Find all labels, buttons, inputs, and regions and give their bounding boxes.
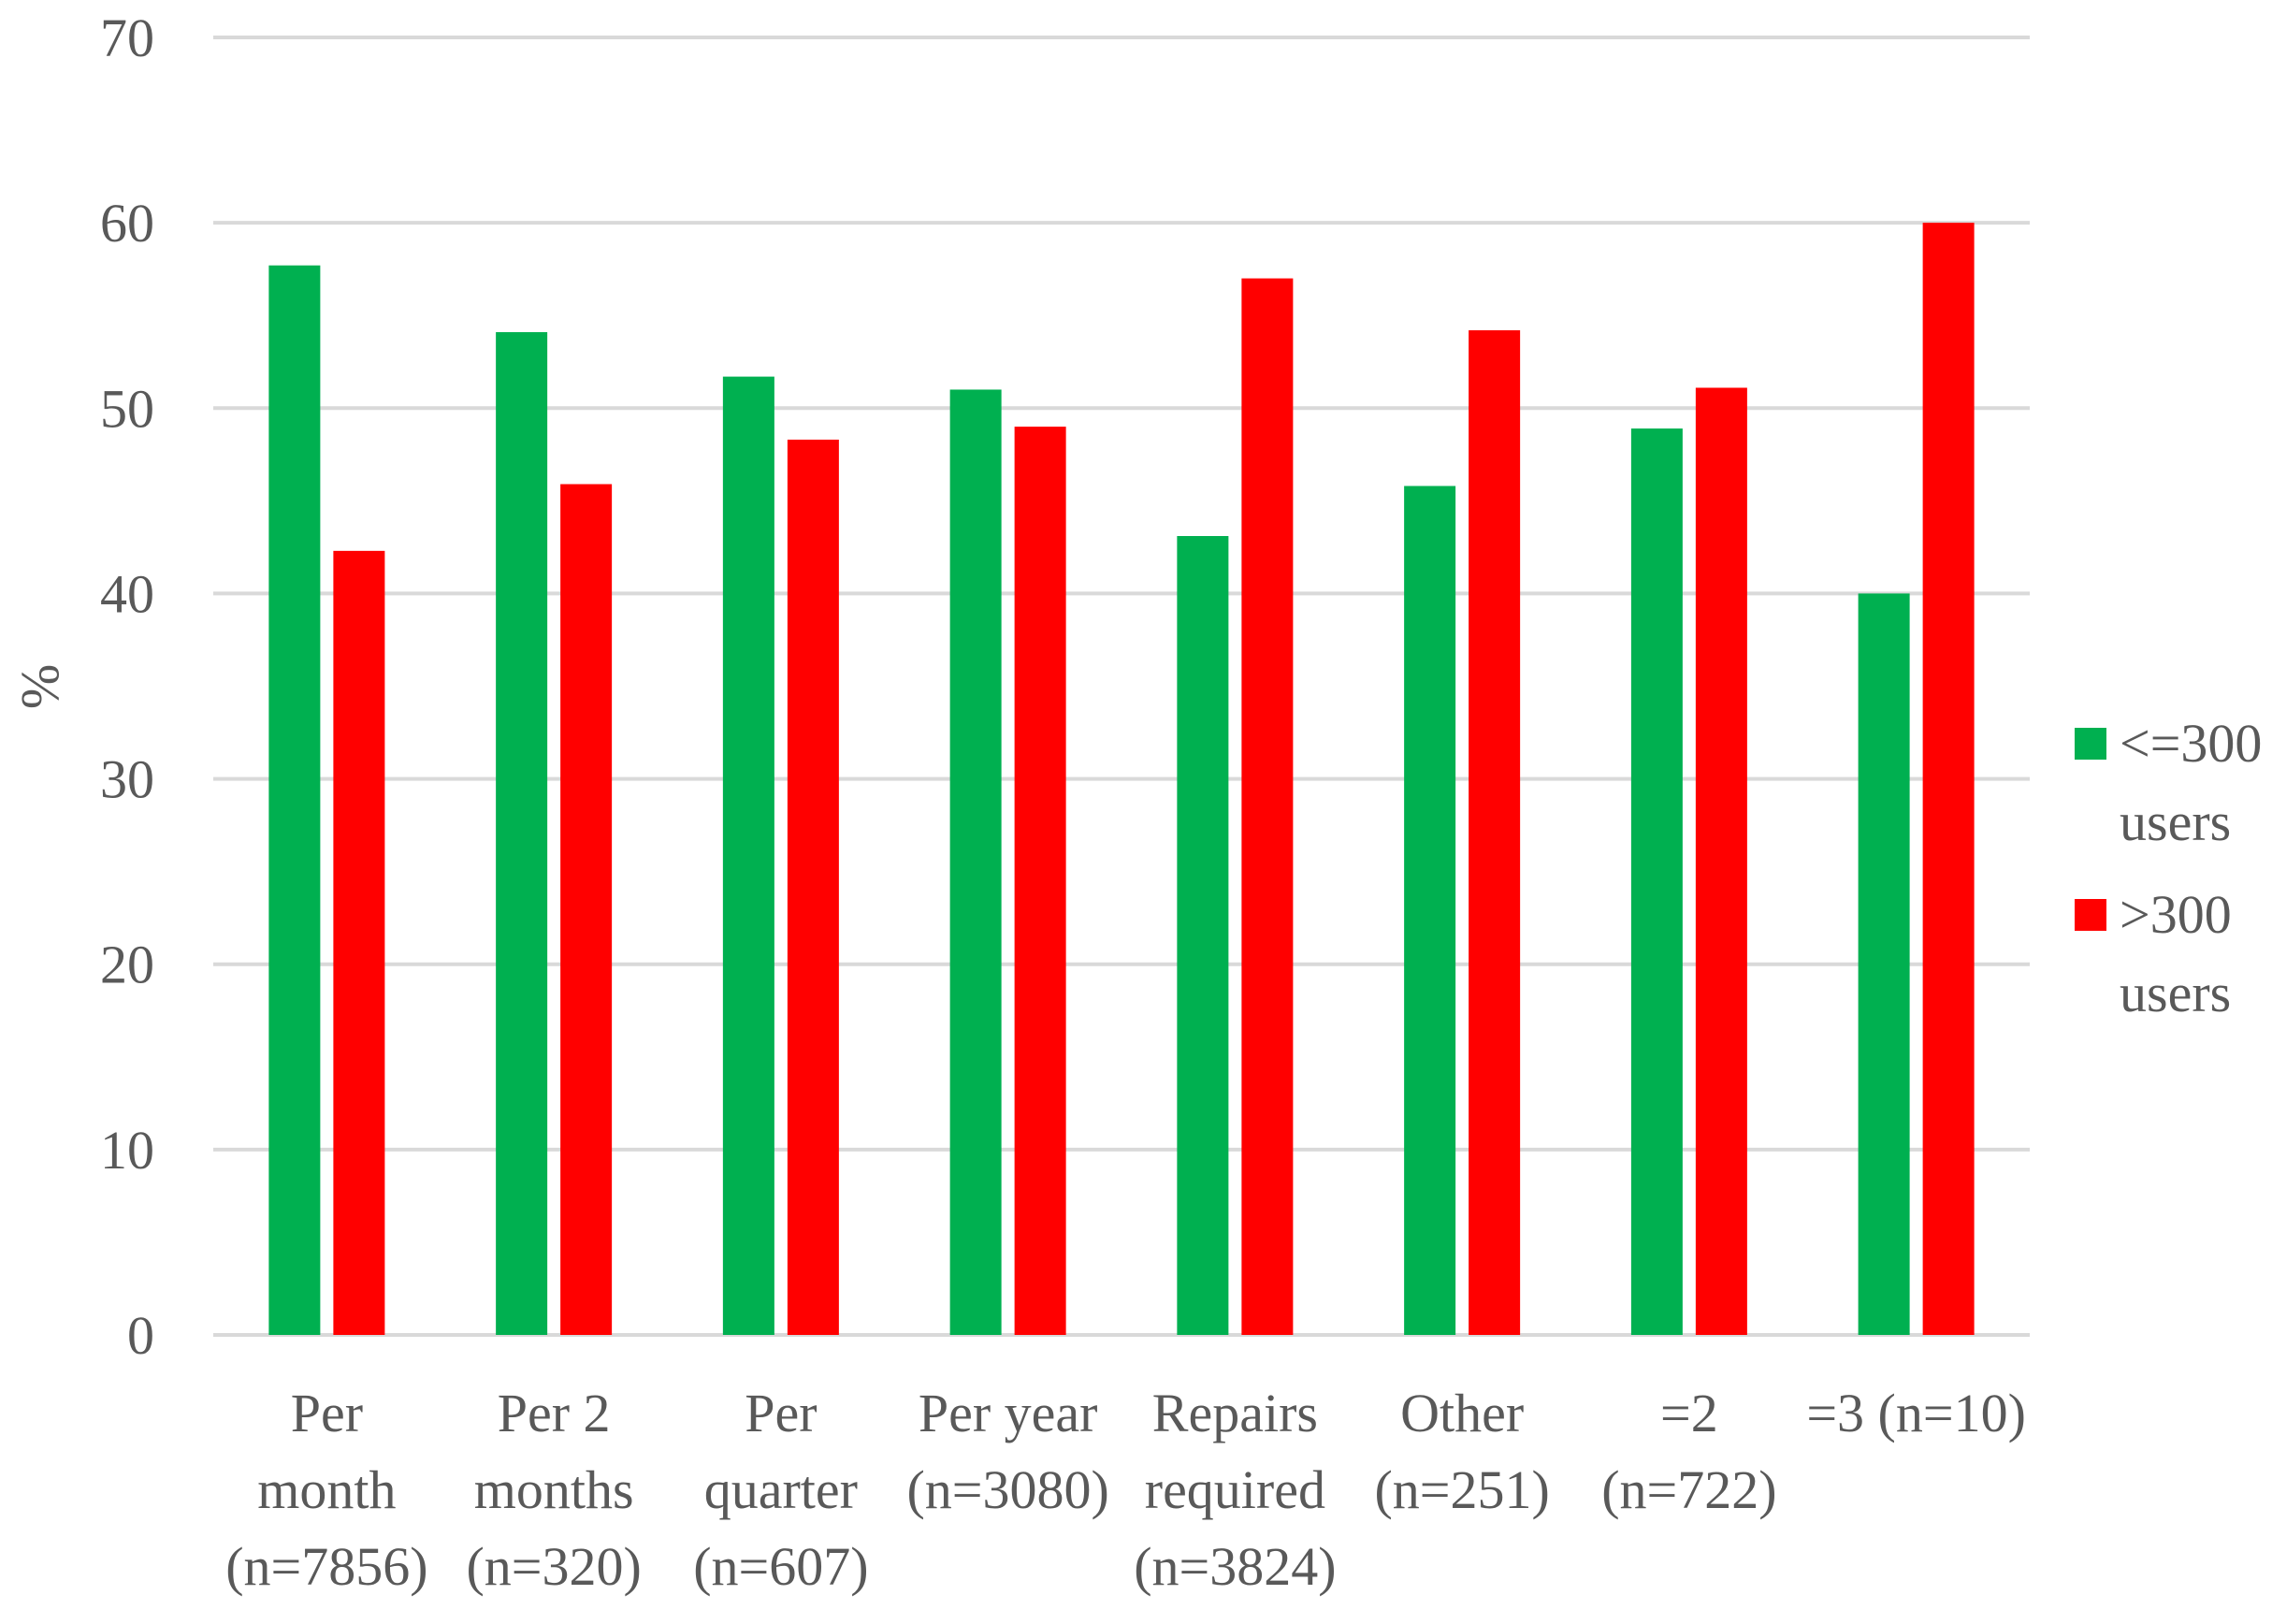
x-category-label: (n=607): [693, 1536, 868, 1597]
y-tick-label: 60: [100, 193, 154, 254]
x-category-label: (n=3824): [1134, 1536, 1336, 1597]
bar-series1-1: [268, 265, 321, 1336]
y-tick-label: 0: [127, 1305, 154, 1366]
x-category-label: (n=722): [1601, 1459, 1776, 1520]
y-tick-label: 10: [100, 1120, 154, 1181]
x-category-label: required: [1145, 1459, 1325, 1520]
x-category-label: (n=251): [1374, 1459, 1549, 1520]
legend-label: >300: [2120, 884, 2232, 945]
bars: [268, 223, 1975, 1336]
x-category-label: Repairs: [1152, 1383, 1318, 1443]
bar-series1-4: [949, 389, 1002, 1335]
bar-series1-7: [1630, 428, 1683, 1335]
x-category-label: Per year: [919, 1383, 1098, 1443]
bar-series2-1: [333, 550, 385, 1335]
x-category-label: months: [474, 1459, 634, 1520]
bar-series1-8: [1858, 593, 1910, 1335]
x-category-label: Per: [745, 1383, 817, 1443]
x-category-label: Per: [291, 1383, 363, 1443]
y-tick-label: 50: [100, 378, 154, 439]
legend-label: <=300: [2120, 713, 2262, 774]
x-category-label: =3 (n=10): [1806, 1383, 2026, 1443]
legend: <=300 users >300 users: [2075, 713, 2262, 1023]
bar-series1-2: [496, 332, 548, 1336]
bar-series2-6: [1469, 330, 1521, 1336]
y-tick-label: 70: [100, 7, 154, 68]
y-axis-ticks: 0 10 20 30 40 50 60 70: [100, 7, 154, 1366]
bar-series1-5: [1177, 536, 1229, 1335]
bar-series2-7: [1695, 387, 1747, 1335]
y-tick-label: 40: [100, 563, 154, 624]
y-tick-label: 20: [100, 935, 154, 995]
bar-series2-3: [787, 439, 839, 1336]
x-category-label: (n=7856): [225, 1536, 427, 1597]
bar-series2-5: [1241, 278, 1294, 1336]
legend-label: users: [2120, 791, 2231, 852]
y-tick-label: 30: [100, 749, 154, 810]
x-category-label: month: [257, 1459, 396, 1520]
gridlines: [213, 36, 2030, 1337]
legend-label: users: [2120, 963, 2231, 1023]
x-axis-categories: Per month (n=7856) Per 2 months (n=320) Per qua…: [225, 1383, 2026, 1597]
y-axis-label: %: [9, 664, 70, 709]
bar-series1-3: [722, 376, 774, 1335]
x-category-label: quarter: [704, 1459, 858, 1520]
x-category-label: Per 2: [498, 1383, 611, 1443]
x-category-label: Other: [1400, 1383, 1524, 1443]
legend-swatch-1: [2075, 728, 2106, 760]
x-category-label: (n=320): [466, 1536, 641, 1597]
bar-series2-4: [1014, 427, 1066, 1336]
bar-series2-2: [560, 484, 613, 1335]
bar-series1-6: [1404, 486, 1456, 1335]
x-category-label: =2: [1660, 1383, 1718, 1443]
bar-series2-8: [1922, 223, 1975, 1336]
x-category-label: (n=3080): [906, 1459, 1108, 1520]
legend-swatch-2: [2075, 899, 2106, 931]
